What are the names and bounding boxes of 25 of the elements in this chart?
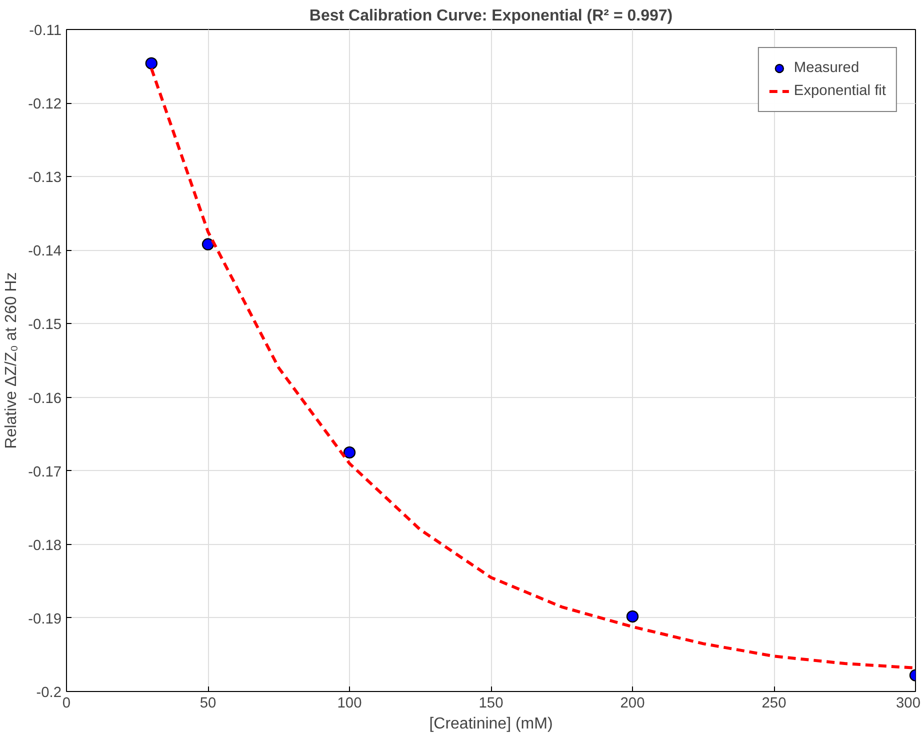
y-tick-label: -0.11: [29, 23, 62, 39]
y-tick-label: -0.17: [28, 464, 62, 480]
x-tick-label: 300: [896, 696, 921, 712]
y-tick-label: -0.14: [28, 244, 62, 260]
y-tick-label: -0.19: [28, 611, 62, 628]
x-tick-label: 50: [200, 696, 216, 712]
chart-title: Best Calibration Curve: Exponential (R² = 0.997): [309, 8, 673, 24]
y-tick-label: -0.13: [28, 170, 62, 186]
x-axis-title: [Creatinine] (mM): [429, 716, 553, 732]
y-tick-label: -0.15: [28, 317, 62, 334]
point: [202, 238, 214, 250]
y-tick-label: -0.16: [28, 390, 62, 407]
x-tick-label: 100: [337, 696, 362, 712]
x-tick-label: 150: [478, 696, 504, 712]
x-tick-label: 0: [62, 696, 71, 712]
x-tick-label: 250: [762, 696, 786, 712]
x-tick-label: 200: [620, 696, 645, 712]
y-tick-label: -0.12: [28, 96, 62, 113]
legend-label: Exponential fit: [794, 83, 886, 99]
point: [343, 446, 356, 459]
y-axis-title: Relative ΔZ/Z₀ at 260 Hz: [3, 272, 20, 449]
y-tick-label: -0.18: [28, 538, 62, 554]
y-tick-label: -0.2: [36, 685, 62, 701]
point: [145, 57, 158, 70]
legend-label: Measured: [794, 60, 860, 76]
